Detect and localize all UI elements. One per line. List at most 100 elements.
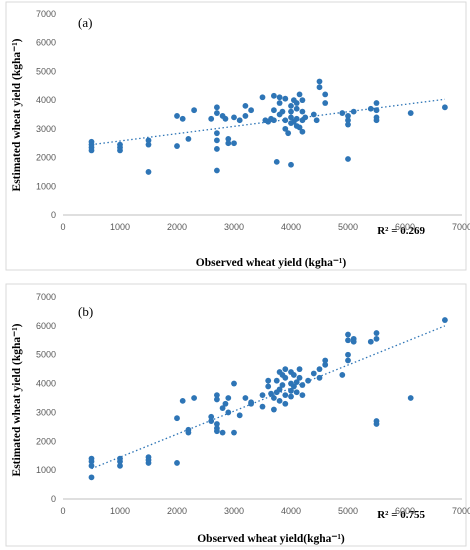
- panel-a-data-point: [214, 167, 220, 174]
- panel-a-data-point: [442, 104, 448, 111]
- panel-b-data-point: [248, 399, 255, 406]
- panel-a-data-point: [282, 95, 289, 102]
- panel-a-data-point: [271, 107, 277, 114]
- panel-b-x-tick-label: 3000: [224, 506, 244, 516]
- panel-b-x-tick-label: 5000: [338, 506, 358, 516]
- panel-a-y-tick-label: 1000: [36, 181, 56, 191]
- panel-a-data-point: [117, 147, 123, 154]
- panel-b-data-point: [293, 379, 300, 386]
- panel-a-data-point: [288, 108, 294, 115]
- panel-a-x-tick-label: 2000: [167, 222, 187, 232]
- panel-b-data-point: [225, 395, 232, 401]
- panel-b-data-point: [271, 406, 277, 413]
- panel-b-data-point: [174, 415, 180, 422]
- panel-b-data-point: [185, 429, 192, 436]
- panel-a-data-point: [231, 140, 237, 147]
- panel-b-data-point: [231, 380, 237, 387]
- panel-b-x-tick-label: 1000: [110, 506, 130, 516]
- panel-a-data-point: [373, 117, 380, 124]
- panel-a-data-point: [293, 100, 300, 106]
- panel-a-data-point: [339, 110, 346, 116]
- panel-a-data-point: [293, 115, 300, 122]
- panel-b-data-point: [214, 421, 220, 427]
- panel-b-data-point: [265, 377, 272, 384]
- panel-a-label: (a): [78, 15, 92, 30]
- panel-b-data-point: [271, 395, 277, 401]
- panel-a-data-point: [350, 108, 357, 115]
- panel-a-data-point: [285, 130, 292, 137]
- panel-b-data-point: [222, 400, 229, 407]
- panel-a-data-point: [259, 94, 266, 101]
- panel-b-data-point: [299, 392, 306, 399]
- panel-b-data-point: [231, 429, 237, 436]
- panel-a-data-point: [279, 108, 286, 115]
- panel-b-data-point: [339, 372, 346, 378]
- panel-b-r2-label: R² = 0.755: [377, 509, 425, 521]
- panel-b-data-point: [145, 460, 152, 466]
- panel-b-data-point: [214, 428, 220, 435]
- panel-b-data-point: [236, 412, 243, 419]
- panel-b-data-point: [282, 392, 289, 399]
- panel-b-data-point: [373, 421, 380, 427]
- panel-b-data-point: [276, 386, 283, 393]
- panel-a-x-tick-label: 7000: [452, 222, 470, 232]
- panel-b-y-tick-label: 3000: [36, 407, 56, 417]
- panel-a-data-point: [174, 113, 180, 119]
- panel-b-data-point: [242, 395, 249, 401]
- panel-b-data-point: [367, 338, 374, 345]
- panel-b-data-point: [88, 474, 95, 481]
- panel-b-data-point: [373, 335, 380, 342]
- panel-b-data-point: [208, 418, 215, 424]
- panel-b-x-tick-label: 0: [60, 506, 65, 516]
- panel-a-x-tick-label: 6000: [395, 222, 415, 232]
- panel-a-chart: (a) R² = 0.269 Observed wheat yield (kgh…: [5, 1, 470, 271]
- panel-a-data-point: [367, 105, 374, 112]
- panel-b-data-point: [191, 395, 198, 401]
- panel-b-data-point: [88, 458, 95, 465]
- panel-b-y-tick-label: 6000: [36, 321, 56, 331]
- panel-b-data-point: [350, 338, 357, 345]
- panel-a-data-point: [88, 147, 95, 154]
- panel-a-trendline: [91, 98, 445, 146]
- panel-a-data-point: [288, 161, 294, 168]
- panel-b-data-point: [288, 387, 294, 394]
- panel-b-y-tick-label: 2000: [36, 436, 56, 446]
- panel-a-data-point: [302, 114, 309, 121]
- panel-a-data-point: [276, 100, 283, 106]
- panel-a-data-point: [288, 114, 294, 121]
- panel-a-y-tick-label: 4000: [36, 95, 56, 105]
- panel-a-data-point: [273, 158, 280, 165]
- panel-b-data-point: [88, 462, 95, 469]
- panel-b-data-point: [214, 392, 220, 399]
- panel-b-data-point: [345, 337, 351, 344]
- panel-a-data-point: [322, 91, 329, 98]
- panel-a-data-point: [407, 110, 414, 116]
- panel-a-data-point: [214, 130, 220, 137]
- panel-b-data-point: [279, 382, 286, 388]
- panel-a-data-point: [296, 91, 303, 98]
- panel-a-data-point: [214, 110, 220, 116]
- panel-a-data-point: [174, 143, 180, 149]
- panel-b-data-point: [290, 383, 297, 390]
- panel-a-data-point: [145, 137, 152, 144]
- panel-a-data-point: [145, 169, 152, 175]
- panel-a-data-point: [231, 114, 237, 121]
- panel-a-r2-label: R² = 0.269: [377, 225, 425, 237]
- panel-b-data-point: [322, 357, 329, 364]
- panel-b-y-tick-label: 4000: [36, 379, 56, 389]
- panel-a-data-point: [242, 113, 249, 119]
- panel-b-label: (b): [78, 304, 93, 319]
- panel-a-data-point: [299, 128, 306, 135]
- panel-a-data-point: [322, 100, 329, 106]
- panel-a-x-tick-label: 4000: [281, 222, 301, 232]
- panel-a-data-point: [316, 78, 323, 85]
- panel-a-x-tick-label: 1000: [110, 222, 130, 232]
- panel-a-x-tick-label: 5000: [338, 222, 358, 232]
- panel-a-data-point: [145, 141, 152, 148]
- panel-b-data-point: [117, 462, 123, 469]
- panel-b-data-point: [296, 366, 303, 373]
- panel-a-data-point: [179, 115, 186, 122]
- panel-b-data-point: [273, 377, 280, 384]
- panel-b-frame: [5, 283, 467, 547]
